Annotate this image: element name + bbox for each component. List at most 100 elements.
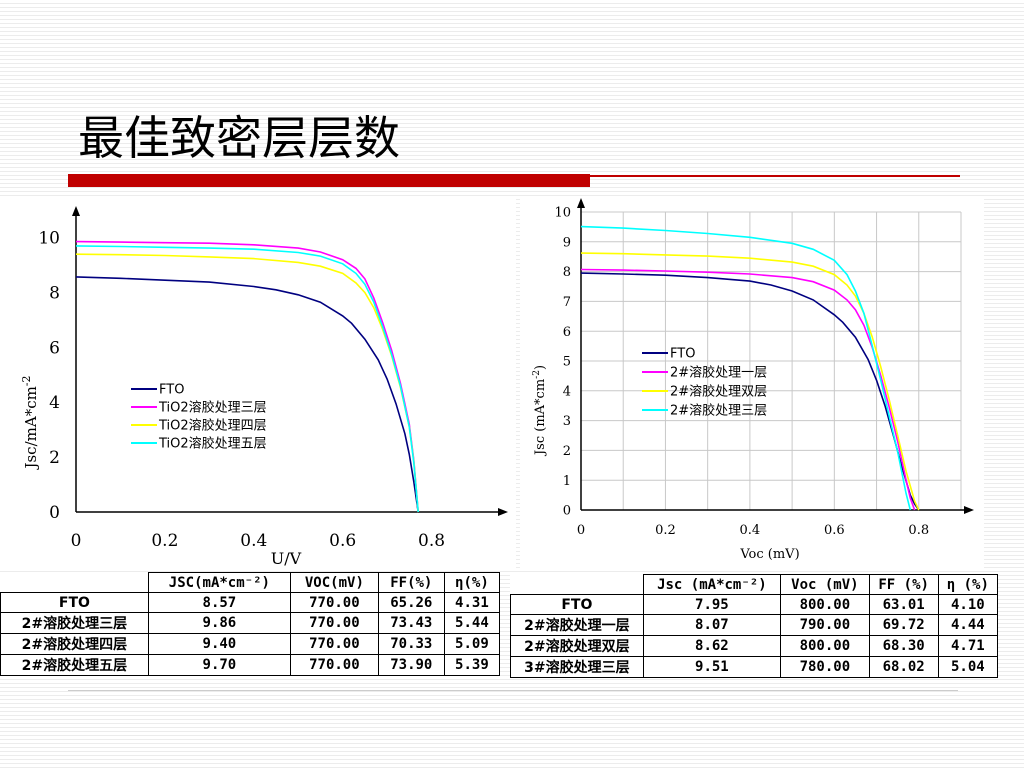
y-tick-label: 4 (563, 384, 571, 399)
table-header-blank (510, 574, 644, 595)
ff-cell: 63.01 (868, 594, 939, 615)
y-tick-label: 6 (563, 325, 571, 340)
x-tick-label: 0.8 (418, 531, 445, 551)
series-line-2 (580, 252, 920, 511)
row-label: 2#溶胶处理一层 (510, 614, 644, 636)
y-tick-label: 10 (38, 229, 60, 249)
right-jv-chart: 0 0.2 0.4 0.6 0.8 0 1 2 3 4 5 6 7 8 9 10 FTO 2#溶胶处理一层 2#溶… (520, 196, 984, 570)
series-line-0 (580, 272, 920, 511)
table-header-blank (0, 572, 149, 593)
table-header-jsc: Jsc (mA*cm⁻²) (642, 574, 782, 595)
eta-cell: 5.39 (443, 654, 501, 676)
series-line-1 (580, 268, 916, 511)
voc-cell: 770.00 (289, 612, 379, 634)
row-label: 2#溶胶处理四层 (0, 633, 149, 655)
left-chart-svg: 0 0.2 0.4 0.6 0.8 0 2 4 6 8 10 FTO TiO2溶胶处理三层 TiO2溶胶… (20, 206, 508, 568)
voc-cell: 800.00 (780, 635, 870, 657)
y-tick-label: 4 (49, 393, 60, 413)
x-tick-label: 0.6 (329, 531, 356, 551)
y-tick-label: 3 (563, 414, 571, 429)
ff-cell: 70.33 (377, 633, 445, 655)
legend-label: TiO2溶胶处理三层 (158, 400, 267, 416)
x-tick-label: 0 (71, 531, 82, 551)
y-axis-arrow-icon (72, 206, 80, 216)
jsc-cell: 8.57 (147, 592, 291, 613)
slide-title: 最佳致密层层数 (78, 111, 400, 165)
row-label: 2#溶胶处理双层 (510, 635, 644, 657)
jsc-cell: 9.51 (642, 656, 782, 678)
series-line-0 (75, 276, 419, 513)
eta-cell: 5.04 (937, 656, 999, 678)
y-tick-label: 8 (563, 265, 571, 280)
ff-cell: 73.43 (377, 612, 445, 634)
x-axis-label: U/V (271, 549, 302, 568)
table-row: 3#溶胶处理三层 9.51 780.00 68.02 5.04 (510, 656, 999, 678)
y-tick-label: 2 (563, 444, 571, 459)
y-tick-label: 7 (563, 295, 571, 310)
jsc-cell: 9.70 (147, 654, 291, 676)
eta-cell: 4.31 (443, 592, 501, 613)
jsc-cell: 8.07 (642, 614, 782, 636)
jsc-cell: 9.40 (147, 633, 291, 655)
y-tick-label: 9 (563, 235, 571, 250)
row-label: 2#溶胶处理三层 (0, 612, 149, 634)
row-label: 2#溶胶处理五层 (0, 654, 149, 676)
table-header-eta: η (%) (937, 574, 999, 595)
right-chart-svg: 0 0.2 0.4 0.6 0.8 0 1 2 3 4 5 6 7 8 9 10 FTO 2#溶胶处理一层 2#溶… (532, 198, 974, 562)
left-performance-table: JSC(mA*cm⁻²) VOC(mV) FF(%) η(%) FTO 8.57… (0, 572, 501, 676)
legend-label: FTO (670, 347, 695, 362)
table-header-voc: VOC(mV) (289, 572, 379, 593)
bottom-divider (68, 690, 958, 691)
table-row: 2#溶胶处理五层 9.70 770.00 73.90 5.39 (0, 654, 501, 676)
y-tick-label: 1 (563, 474, 571, 489)
row-label: FTO (510, 594, 644, 615)
table-row: 2#溶胶处理双层 8.62 800.00 68.30 4.71 (510, 635, 999, 657)
jsc-cell: 8.62 (642, 635, 782, 657)
x-tick-label: 0.6 (824, 523, 845, 538)
x-axis-arrow-icon (498, 508, 508, 516)
y-tick-label: 5 (563, 355, 571, 370)
y-tick-label: 6 (49, 338, 60, 358)
y-tick-label: 2 (49, 448, 60, 468)
series-line-1 (75, 240, 419, 513)
voc-cell: 780.00 (780, 656, 870, 678)
table-header-ff: FF (%) (868, 574, 939, 595)
table-row: 2#溶胶处理一层 8.07 790.00 69.72 4.44 (510, 614, 999, 636)
y-tick-label: 0 (563, 504, 571, 519)
legend-label: TiO2溶胶处理四层 (158, 418, 267, 434)
ff-cell: 68.02 (868, 656, 939, 678)
ff-cell: 65.26 (377, 592, 445, 613)
eta-cell: 4.44 (937, 614, 999, 636)
legend-label: 2#溶胶处理一层 (670, 365, 767, 381)
x-axis-label: Voc (mV) (739, 547, 799, 562)
right-performance-table: Jsc (mA*cm⁻²) Voc (mV) FF (%) η (%) FTO … (510, 574, 999, 678)
legend-label: FTO (159, 383, 184, 398)
row-label: FTO (0, 592, 149, 613)
x-axis-arrow-icon (964, 506, 974, 514)
left-jv-chart: 0 0.2 0.4 0.6 0.8 0 2 4 6 8 10 FTO TiO2溶胶处理三层 TiO2溶胶… (0, 196, 516, 570)
y-tick-label: 10 (554, 206, 571, 221)
series-line-3 (580, 225, 912, 511)
ff-cell: 69.72 (868, 614, 939, 636)
voc-cell: 790.00 (780, 614, 870, 636)
y-tick-label: 8 (49, 284, 60, 304)
y-axis-arrow-icon (577, 198, 585, 208)
table-header-ff: FF(%) (377, 572, 445, 593)
series-line-3 (75, 245, 419, 513)
eta-cell: 5.44 (443, 612, 501, 634)
voc-cell: 800.00 (780, 594, 870, 615)
legend-label: 2#溶胶处理双层 (670, 384, 767, 400)
voc-cell: 770.00 (289, 633, 379, 655)
table-header-eta: η(%) (443, 572, 501, 593)
x-tick-label: 0.4 (240, 531, 267, 551)
table-header-voc: Voc (mV) (780, 574, 870, 595)
ff-cell: 68.30 (868, 635, 939, 657)
voc-cell: 770.00 (289, 592, 379, 613)
jsc-cell: 9.86 (147, 612, 291, 634)
voc-cell: 770.00 (289, 654, 379, 676)
x-tick-label: 0.8 (908, 523, 929, 538)
title-underline-thick (68, 174, 590, 187)
row-label: 3#溶胶处理三层 (510, 656, 644, 678)
x-tick-label: 0.4 (740, 523, 761, 538)
table-header-jsc: JSC(mA*cm⁻²) (147, 572, 291, 593)
